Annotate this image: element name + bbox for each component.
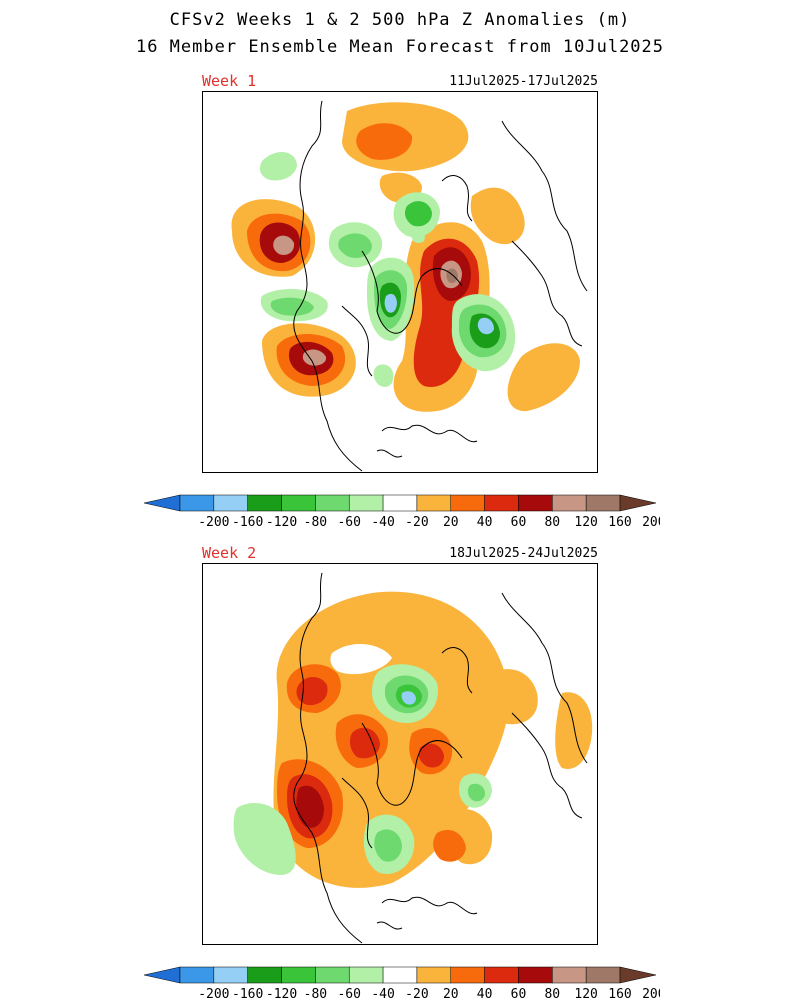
colorbar-tick-label: -60 [337,987,360,1002]
colorbar-tick-label: 120 [574,987,597,1002]
colorbar-tick-label: -80 [304,987,327,1002]
colorbar-tick-label: 60 [511,515,527,530]
colorbar-swatch [247,494,282,512]
colorbar-tick-label: -160 [232,515,263,530]
colorbar-tick-label: 120 [574,515,597,530]
colorbar-tick-label: 60 [511,987,527,1002]
colorbar-swatch [552,966,587,984]
colorbar-swatch [585,494,621,512]
colorbar-swatch [247,966,282,984]
colorbar-tick-label: -200 [198,987,229,1002]
page-title: CFSv2 Weeks 1 & 2 500 hPa Z Anomalies (m… [169,10,631,30]
colorbar-swatch [382,494,418,512]
colorbar-tick-label: 20 [443,987,459,1002]
colorbar-swatch [382,966,418,984]
colorbar-tick-label: 200 [642,515,660,530]
colorbar-tick-label: -160 [232,987,263,1002]
colorbar-swatch [348,966,384,984]
colorbar-tick-label: 160 [608,515,631,530]
week1-label: Week 1 [202,72,257,90]
colorbar-swatch [518,494,553,512]
week1-anomaly-fills [231,102,580,412]
colorbar-swatch [450,966,485,984]
colorbar-tick-label: -80 [304,515,327,530]
colorbar-swatch [518,966,553,984]
week2-coastlines [293,572,588,944]
week2-map [202,563,598,945]
week1-dates: 11Jul2025-17Jul2025 [449,74,598,89]
colorbar-swatch [484,966,519,984]
colorbar-swatch [179,966,215,984]
colorbar-swatch [416,966,452,984]
colorbar-tick-label: 160 [608,987,631,1002]
week1-map [202,91,598,473]
colorbar-left-arrow [143,966,181,984]
colorbar-tick-label: 200 [642,987,660,1002]
week2-colorbar: -200 -160 -120 -80 -60 -40 -20 20 40 60 80 120 160 20… [143,966,660,1002]
colorbar-swatch [213,494,248,512]
colorbar-swatch [281,494,316,512]
colorbar-swatch [585,966,621,984]
colorbar-swatch [484,494,519,512]
colorbar-tick-label: 20 [443,515,459,530]
colorbar-tick-label: -120 [266,515,297,530]
colorbar-swatch [416,494,452,512]
colorbar-tick-label: -20 [405,515,428,530]
colorbar-tick-label: 80 [544,515,560,530]
colorbar-tick-label: -60 [337,515,360,530]
colorbar-swatch [315,966,350,984]
colorbar-swatch [315,494,350,512]
colorbar-tick-label: 80 [544,987,560,1002]
colorbar-swatch [213,966,248,984]
colorbar-swatch [348,494,384,512]
colorbar-tick-label: -40 [371,987,394,1002]
colorbar-right-arrow [619,494,657,512]
colorbar-tick-label: -200 [198,515,229,530]
week2-anomaly-fills [233,591,593,888]
week2-label: Week 2 [202,544,257,562]
week1-coastlines [293,100,588,472]
colorbar-tick-label: -20 [405,987,428,1002]
colorbar-left-arrow [143,494,181,512]
colorbar-swatch [179,494,215,512]
colorbar-tick-label: -120 [266,987,297,1002]
colorbar-swatch [281,966,316,984]
colorbar-swatch [552,494,587,512]
week1-colorbar: -200 -160 -120 -80 -60 -40 -20 20 40 60 80 120 160 20… [143,494,660,530]
colorbar-tick-label: -40 [371,515,394,530]
colorbar-swatch [450,494,485,512]
page-subtitle: 16 Member Ensemble Mean Forecast from 10… [135,37,665,57]
week2-dates: 18Jul2025-24Jul2025 [449,546,598,561]
colorbar-tick-label: 40 [477,987,493,1002]
colorbar-tick-label: 40 [477,515,493,530]
colorbar-right-arrow [619,966,657,984]
